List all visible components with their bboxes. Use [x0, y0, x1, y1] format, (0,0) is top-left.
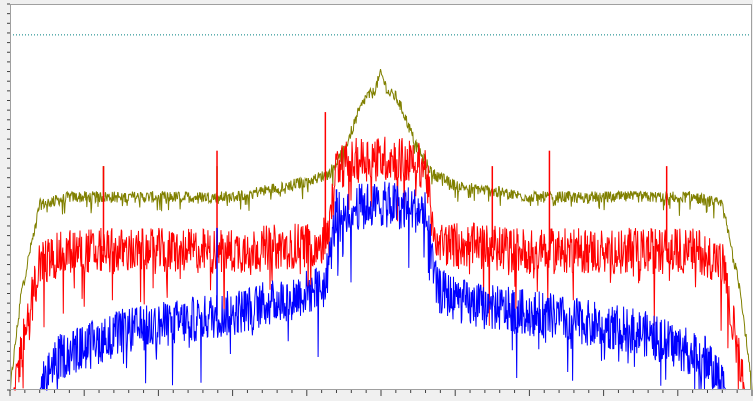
- series-2: [13, 112, 746, 391]
- series-1-line: [10, 68, 753, 391]
- series-3-line: [39, 181, 727, 391]
- series-layer: [10, 68, 753, 391]
- x-axis-ticks: [9, 390, 753, 396]
- series-3: [39, 181, 727, 391]
- y-axis-ticks: [7, 3, 10, 391]
- plot-border: [10, 4, 752, 390]
- series-2-line: [13, 136, 746, 391]
